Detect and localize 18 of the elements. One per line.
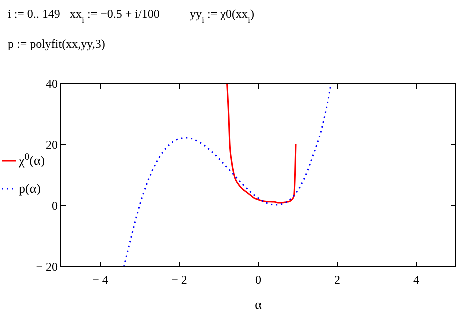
- text: p := polyfit(xx,yy,3): [8, 37, 106, 51]
- text: yy$_{i}$ := χ0(xx$_{i}$): [190, 7, 254, 25]
- legend-label: p(α): [19, 181, 41, 196]
- x-tick-label: 0: [256, 273, 262, 287]
- y-tick-label: 40: [46, 77, 58, 91]
- x-tick-label: 2: [334, 273, 340, 287]
- y-tick-label: − 20: [36, 260, 58, 274]
- text: i := 0.. 149: [8, 7, 60, 21]
- y-tick-label: 0: [52, 199, 58, 213]
- line-series: [226, 84, 297, 204]
- x-tick-label: − 2: [172, 273, 188, 287]
- x-tick-label: − 4: [92, 273, 108, 287]
- y-tick-label: 20: [46, 138, 58, 152]
- x-tick-label: 4: [414, 273, 420, 287]
- text: xx$_{i}$ := −0.5 + i/100: [70, 7, 160, 25]
- line-series: [123, 84, 332, 267]
- x-axis-title: α: [255, 297, 262, 312]
- legend-label: χ$^{0}$(α): [18, 152, 46, 168]
